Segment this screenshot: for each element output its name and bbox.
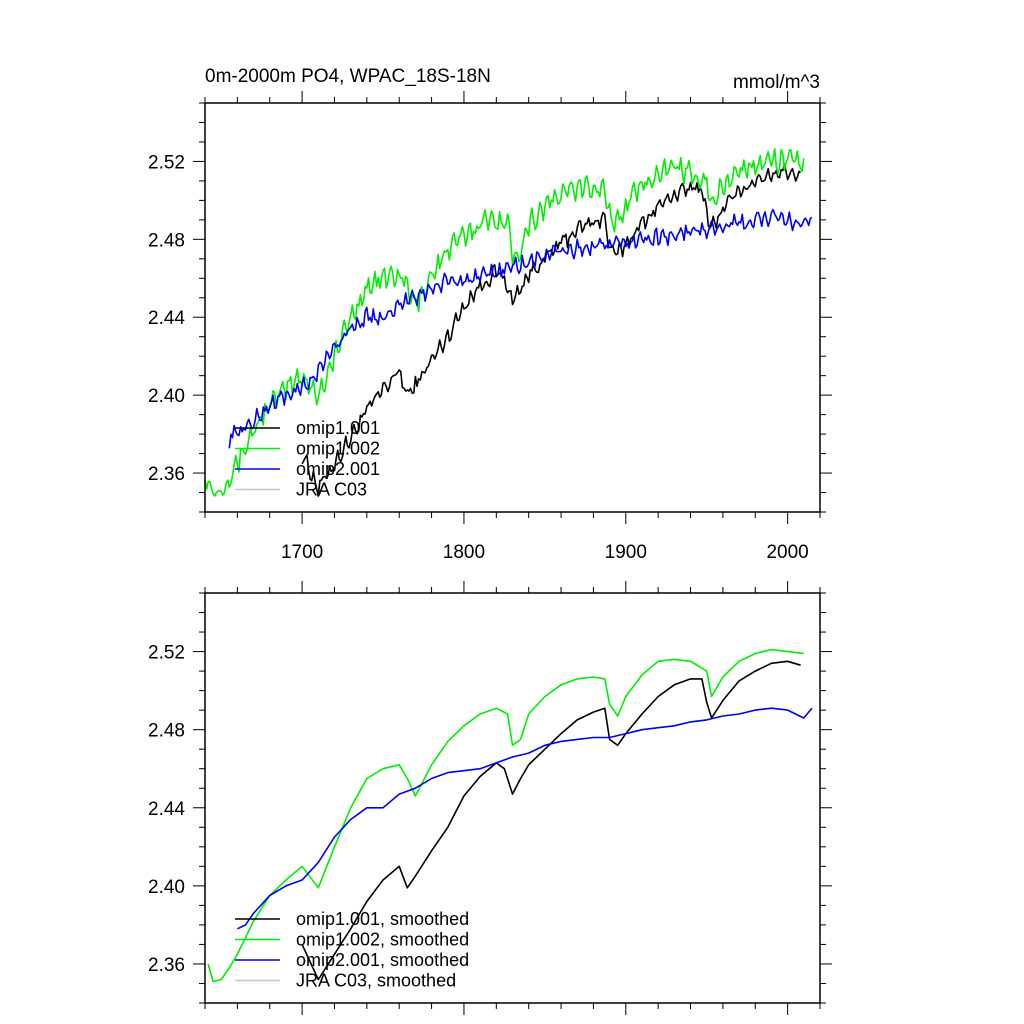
x-tick-label: 1800 <box>443 542 485 563</box>
top-panel-title: 0m-2000m PO4, WPAC_18S-18N <box>205 66 491 87</box>
top-ticks-layer: 2.36 2.40 2.44 2.48 2.52 1700 1800 1900 2000 <box>148 91 832 563</box>
legend-label: omip2.001, smoothed <box>296 950 469 970</box>
series-line-0 <box>301 660 801 981</box>
series-line-2 <box>228 208 813 449</box>
y-tick-label: 2.52 <box>148 152 185 173</box>
top-panel-units: mmol/m^3 <box>733 72 820 93</box>
x-tick-label: 2000 <box>766 542 808 563</box>
x-tick-label: 1700 <box>281 542 323 563</box>
y-tick-label: 2.52 <box>148 643 185 664</box>
series-line-1 <box>204 147 805 497</box>
top-plot-frame <box>204 102 821 513</box>
series-line-1 <box>207 648 804 983</box>
y-tick-label: 2.44 <box>148 308 185 329</box>
bottom-ticks-layer: 2.36 2.40 2.44 2.48 2.52 <box>148 581 832 1015</box>
series-line-2 <box>237 707 813 930</box>
legend-label: JRA C03, smoothed <box>296 971 456 991</box>
y-tick-label: 2.36 <box>148 464 185 485</box>
bottom-plot-frame <box>204 592 821 1004</box>
y-tick-label: 2.40 <box>148 386 185 407</box>
legend-label: JRA C03 <box>296 480 367 500</box>
y-tick-label: 2.48 <box>148 230 185 251</box>
y-tick-label: 2.36 <box>148 955 185 976</box>
legend-label: omip1.001, smoothed <box>296 909 469 929</box>
y-tick-label: 2.44 <box>148 799 185 820</box>
bottom-series-layer <box>207 648 813 983</box>
legend-label: omip1.002 <box>296 439 380 459</box>
x-tick-label: 1900 <box>605 542 647 563</box>
top-series-layer <box>204 147 813 497</box>
y-tick-label: 2.40 <box>148 877 185 898</box>
y-tick-label: 2.48 <box>148 721 185 742</box>
legend-label: omip1.002, smoothed <box>296 930 469 950</box>
bottom-panel: 2.36 2.40 2.44 2.48 2.52 omip1.001, smoothed… <box>148 581 832 1015</box>
legend-label: omip1.001 <box>296 418 380 438</box>
legend-label: omip2.001 <box>296 459 380 479</box>
top-panel: 0m-2000m PO4, WPAC_18S-18N mmol/m^3 2.36… <box>148 66 832 563</box>
